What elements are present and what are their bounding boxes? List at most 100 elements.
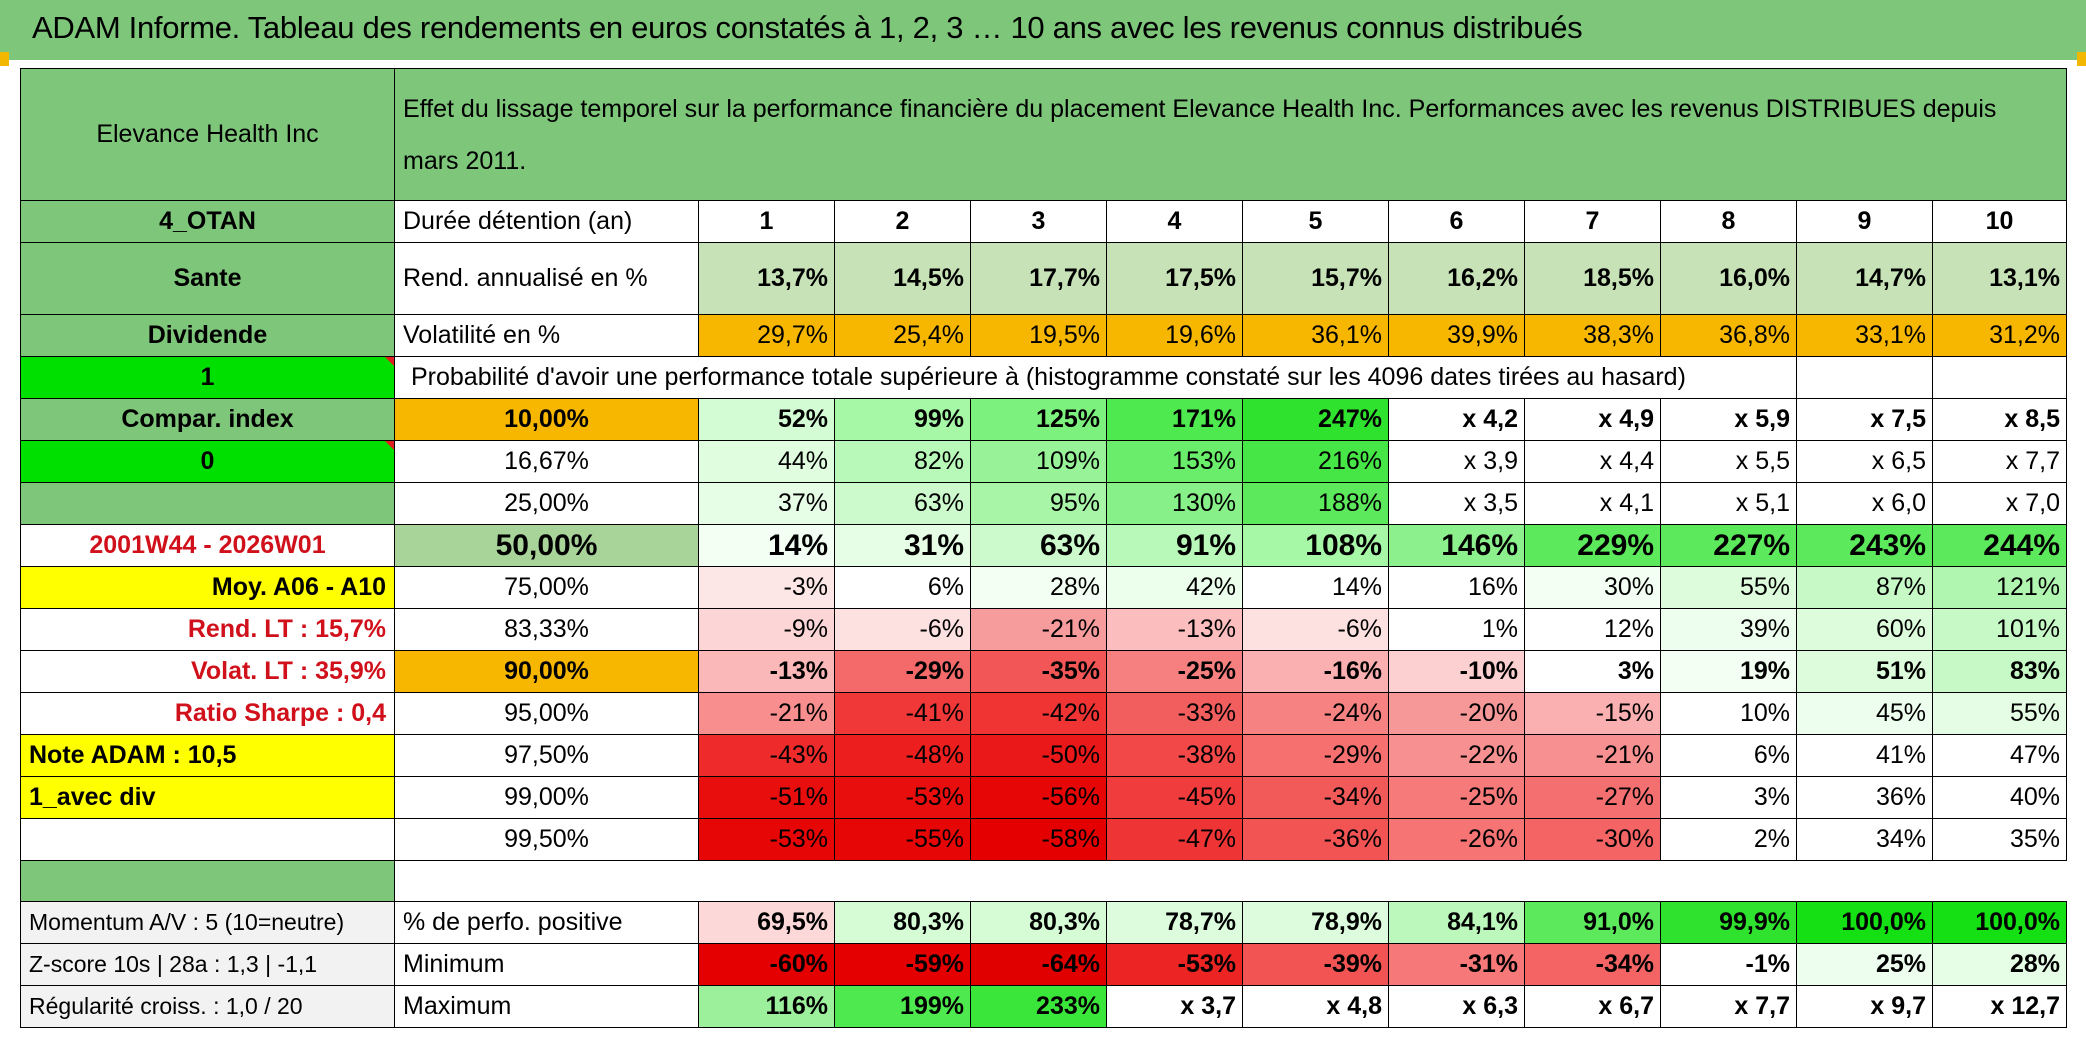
- positive-row: Momentum A/V : 5 (10=neutre)% de perfo. …: [20, 901, 2067, 944]
- maximum-value: x 7,7: [1660, 985, 1797, 1028]
- prob-value: -10%: [1388, 650, 1525, 693]
- empty-cell: [1796, 356, 1933, 399]
- prob-value: x 4,2: [1388, 398, 1525, 441]
- probability-threshold: 97,50%: [394, 734, 699, 777]
- prob-value: 10%: [1660, 692, 1797, 735]
- prob-value: -58%: [970, 818, 1107, 861]
- empty-cell: [20, 818, 395, 861]
- prob-row: Note ADAM : 10,5 97,50% -43% -48% -50% -38% -2…: [20, 734, 2067, 777]
- left-panel-cell: Note ADAM : 10,5: [20, 734, 395, 777]
- probability-threshold: 83,33%: [394, 608, 699, 651]
- positive-value: 69,5%: [698, 901, 835, 944]
- prob-value: -36%: [1242, 818, 1389, 861]
- prob-row: Compar. index 10,00% 52% 99% 125% 171% 247% x 4…: [20, 398, 2067, 441]
- prob-value: -56%: [970, 776, 1107, 819]
- prob-value: 14%: [698, 524, 835, 567]
- prob-value: -6%: [834, 608, 971, 651]
- prob-value: -34%: [1242, 776, 1389, 819]
- prob-value: 16%: [1388, 566, 1525, 609]
- maximum-value: 233%: [970, 985, 1107, 1028]
- rend-label: Rend. annualisé en %: [394, 242, 699, 315]
- prob-value: 60%: [1796, 608, 1933, 651]
- minimum-value: -1%: [1660, 943, 1797, 986]
- probability-threshold: 75,00%: [394, 566, 699, 609]
- prob-value: 41%: [1796, 734, 1933, 777]
- prob-value: -47%: [1106, 818, 1243, 861]
- vol-value: 25,4%: [834, 314, 971, 357]
- prob-value: 83%: [1932, 650, 2067, 693]
- prob-value: 247%: [1242, 398, 1389, 441]
- prob-value: 216%: [1242, 440, 1389, 483]
- prob-value: -13%: [1106, 608, 1243, 651]
- maximum-value: x 6,7: [1524, 985, 1661, 1028]
- prob-value: 37%: [698, 482, 835, 525]
- maximum-value: 199%: [834, 985, 971, 1028]
- prob-value: -43%: [698, 734, 835, 777]
- year-8: 8: [1660, 200, 1797, 243]
- prob-value: 19%: [1660, 650, 1797, 693]
- probability-threshold: 99,50%: [394, 818, 699, 861]
- vol-value: 39,9%: [1388, 314, 1525, 357]
- maximum-row: Régularité croiss. : 1,0 / 20 Maximum 116%…: [20, 985, 2067, 1028]
- vol-value: 36,1%: [1242, 314, 1389, 357]
- company-name: Elevance Health Inc: [20, 68, 395, 201]
- rend-value: 13,7%: [698, 242, 835, 315]
- empty-cell: [395, 861, 2067, 902]
- table-description: Effet du lissage temporel sur la perform…: [394, 68, 2067, 201]
- prob-value: x 5,9: [1660, 398, 1797, 441]
- prob-value: 243%: [1796, 524, 1933, 567]
- empty-cell: [1932, 356, 2067, 399]
- prob-value: 82%: [834, 440, 971, 483]
- prob-value: x 5,1: [1660, 482, 1797, 525]
- vol-value: 29,7%: [698, 314, 835, 357]
- prob-value: -21%: [698, 692, 835, 735]
- prob-value: -16%: [1242, 650, 1389, 693]
- vol-value: 36,8%: [1660, 314, 1797, 357]
- prob-row: 0 16,67% 44% 82% 109% 153% 216% x 3,9 x 4,4 x 5,5…: [20, 440, 2067, 483]
- positive-value: 78,7%: [1106, 901, 1243, 944]
- prob-value: 30%: [1524, 566, 1661, 609]
- left-panel-cell: Volat. LT : 35,9%: [20, 650, 395, 693]
- prob-value: 101%: [1932, 608, 2067, 651]
- prob-value: -35%: [970, 650, 1107, 693]
- prob-value: 91%: [1106, 524, 1243, 567]
- prob-value: -6%: [1242, 608, 1389, 651]
- minimum-value: 25%: [1796, 943, 1933, 986]
- prob-value: -30%: [1524, 818, 1661, 861]
- vol-row: Dividende Volatilité en % 29,7% 25,4% 19,5% 1…: [20, 314, 2067, 357]
- minimum-value: -39%: [1242, 943, 1389, 986]
- prob-value: 2%: [1660, 818, 1797, 861]
- prob-value: -26%: [1388, 818, 1525, 861]
- prob-value: 3%: [1660, 776, 1797, 819]
- prob-row: 2001W44 - 2026W01 50,00% 14% 31% 63% 91% 108% 1…: [20, 524, 2067, 567]
- prob-value: -45%: [1106, 776, 1243, 819]
- prob-value: -25%: [1106, 650, 1243, 693]
- vol-value: 31,2%: [1932, 314, 2067, 357]
- momentum-label: Momentum A/V : 5 (10=neutre): [20, 901, 395, 944]
- maximum-value: x 9,7: [1796, 985, 1933, 1028]
- left-panel-cell: Rend. LT : 15,7%: [20, 608, 395, 651]
- prob-value: -20%: [1388, 692, 1525, 735]
- prob-value: 14%: [1242, 566, 1389, 609]
- prob-value: 244%: [1932, 524, 2067, 567]
- positive-value: 80,3%: [970, 901, 1107, 944]
- prob-value: 63%: [970, 524, 1107, 567]
- performance-table: Elevance Health Inc Effet du lissage temp…: [20, 68, 2067, 1028]
- prob-row: 25,00% 37% 63% 95% 130% 188% x 3,5 x 4,1 x 5,1 x …: [20, 482, 2067, 525]
- vol-value: 19,6%: [1106, 314, 1243, 357]
- prob-value: -50%: [970, 734, 1107, 777]
- prob-row: 99,50% -53% -55% -58% -47% -36% -26% -30% 2% 34% 3…: [20, 818, 2067, 861]
- prob-value: -33%: [1106, 692, 1243, 735]
- prob-value: 99%: [834, 398, 971, 441]
- prob-value: x 6,0: [1796, 482, 1933, 525]
- prob-value: -13%: [698, 650, 835, 693]
- prob-value: -27%: [1524, 776, 1661, 819]
- prob-row: Volat. LT : 35,9% 90,00% -13% -29% -35% -25% -…: [20, 650, 2067, 693]
- year-10: 10: [1932, 200, 2067, 243]
- maximum-label: Maximum: [394, 985, 699, 1028]
- otan-label: 4_OTAN: [20, 200, 395, 243]
- prob-value: -21%: [1524, 734, 1661, 777]
- prob-title-row: 1 Probabilité d'avoir une performance tot…: [20, 356, 2067, 399]
- prob-value: 45%: [1796, 692, 1933, 735]
- rend-value: 17,5%: [1106, 242, 1243, 315]
